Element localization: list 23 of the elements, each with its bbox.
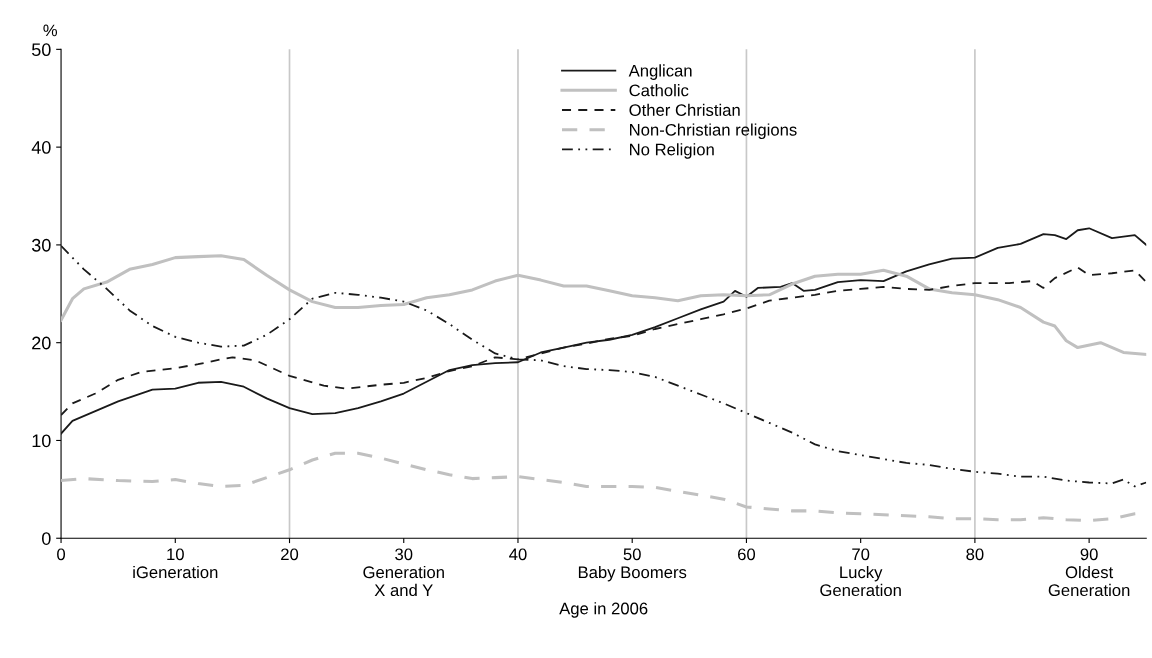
- legend-label: Catholic: [629, 84, 689, 97]
- x-tick-label: 0: [57, 548, 66, 561]
- legend-label: Other Christian: [629, 103, 740, 116]
- x-axis-title: Age in 2006: [559, 602, 648, 618]
- x-tick-label: 20: [281, 548, 299, 561]
- y-tick-label: 0: [42, 532, 51, 545]
- legend-label: Non-Christian religions: [630, 123, 797, 139]
- x-tick-label: 50 Baby Boomers: [578, 548, 687, 582]
- y-tick-label: 50: [31, 43, 51, 57]
- y-tick-label: 40: [31, 141, 51, 154]
- y-tick-label: 20: [32, 336, 51, 350]
- legend-label: Anglican: [628, 64, 692, 80]
- y-tick-label: 30: [31, 238, 51, 252]
- x-tick-label: 30 Generation X and Y: [363, 548, 444, 597]
- y-axis-title: %: [43, 24, 58, 37]
- x-tick-label: 90 Oldest Generation: [1048, 548, 1130, 597]
- y-tick-label: 10: [32, 434, 51, 448]
- x-tick-label: 10 iGeneration: [133, 548, 218, 579]
- legend-label: No Religion: [630, 143, 714, 159]
- x-tick-label: 40: [509, 548, 527, 561]
- x-tick-label: 70 Lucky Generation: [820, 548, 901, 597]
- x-tick-label: 60: [738, 548, 756, 561]
- x-tick-label: 80: [966, 548, 984, 561]
